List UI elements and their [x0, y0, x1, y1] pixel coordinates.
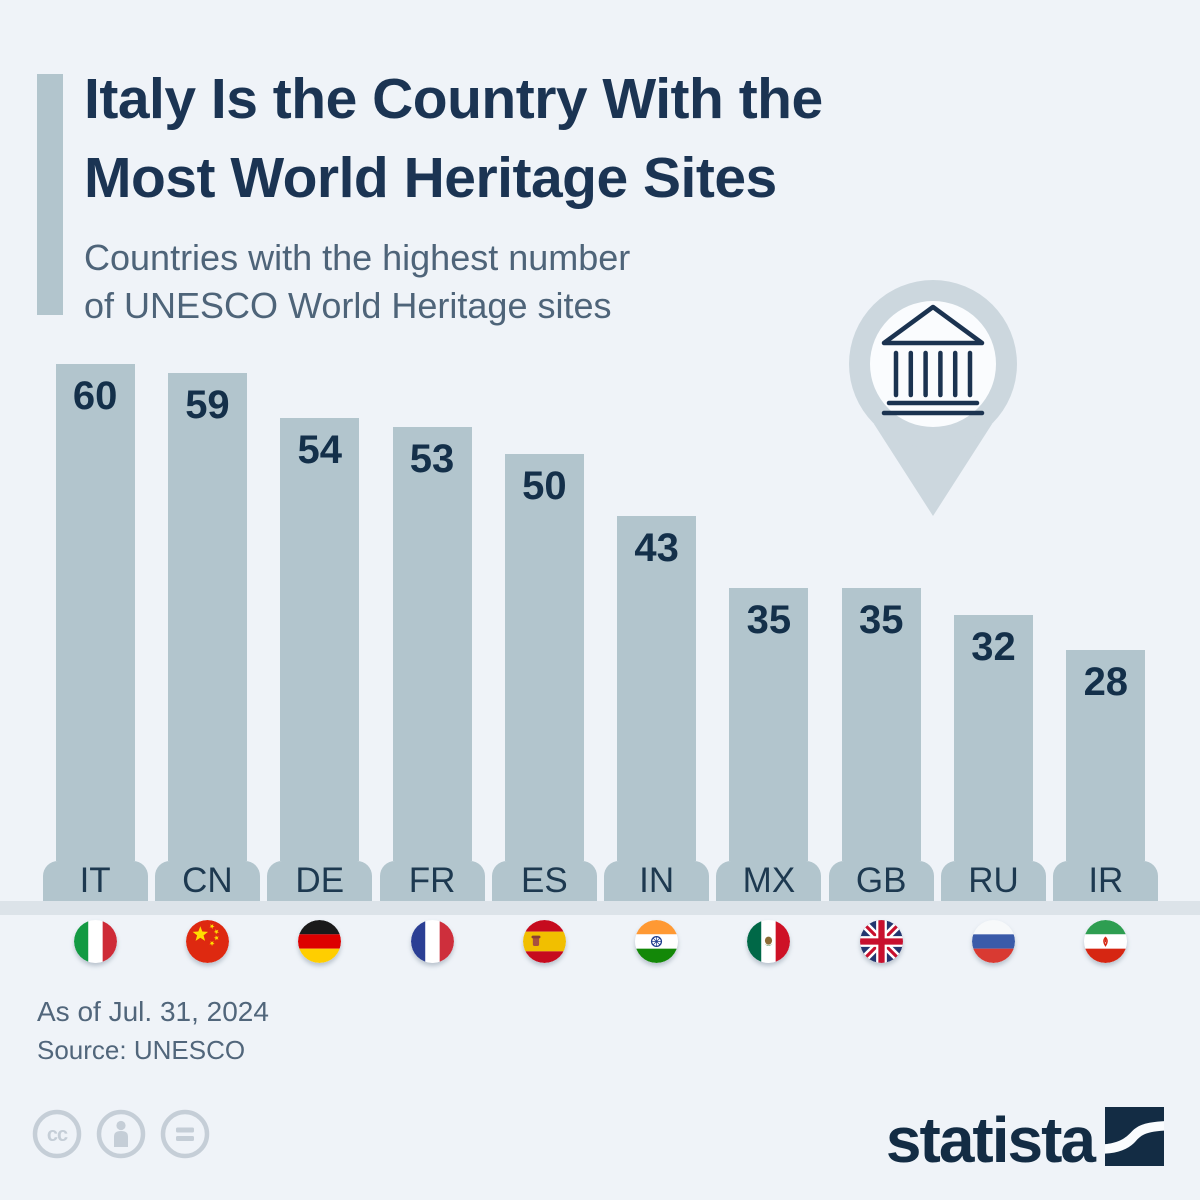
india-flag-icon [635, 920, 679, 963]
country-code-label: DE [295, 861, 345, 900]
country-code-label: MX [742, 861, 796, 900]
heritage-site-pin-icon [848, 276, 1018, 526]
country-code-label: GB [855, 861, 907, 900]
subtitle-line-1: Countries with the highest number [84, 237, 631, 278]
bar-column-DE: 54 DE [264, 418, 376, 901]
cc-icon: cc [32, 1109, 82, 1159]
as-of-date: As of Jul. 31, 2024 [37, 996, 269, 1027]
flag-cell-ES [488, 920, 600, 963]
subtitle-line-2: of UNESCO World Heritage sites [84, 285, 612, 326]
statista-logo: statista [885, 1103, 1164, 1176]
bar-value-label: 59 [185, 383, 230, 427]
svg-text:cc: cc [47, 1124, 68, 1146]
bar-pedestal-GB: GB [828, 861, 934, 901]
flag-cell-CN [151, 920, 263, 963]
country-code-label: IN [639, 861, 675, 900]
page-title: Italy Is the Country With the Most World… [84, 60, 823, 218]
country-code-label: FR [408, 861, 456, 900]
statista-swoosh-icon [1105, 1107, 1164, 1166]
bar-column-IN: 43 IN [600, 516, 712, 901]
germany-flag-icon [298, 920, 342, 963]
bar-column-IT: 60 IT [39, 364, 151, 901]
cc-license-icons: cc [31, 1108, 211, 1160]
bar-column-GB: 35 GB [825, 588, 937, 901]
flag-cell-DE [264, 920, 376, 963]
bar-pedestal-RU: RU [941, 861, 1047, 901]
bar-MX: 35 [729, 588, 809, 861]
bar-column-MX: 35 MX [713, 588, 825, 901]
flag-cell-IN [600, 920, 712, 963]
bar-value-label: 53 [409, 437, 455, 481]
flag-cell-IR [1050, 920, 1162, 963]
bar-value-label: 28 [1083, 660, 1129, 704]
country-code-label: CN [182, 861, 233, 900]
bar-column-RU: 32 RU [937, 615, 1049, 901]
flag-row [39, 920, 1162, 963]
bar-value-label: 35 [746, 598, 792, 642]
russia-flag-icon [972, 920, 1016, 963]
bar-IN: 43 [617, 516, 697, 861]
country-code-label: ES [520, 861, 568, 900]
bar-FR: 53 [392, 427, 472, 861]
bar-value-label: 35 [858, 598, 904, 642]
bar-column-IR: 28 IR [1050, 650, 1162, 901]
bar-value-label: 43 [634, 526, 679, 570]
bar-value-label: 50 [522, 464, 567, 508]
bar-GB: 35 [841, 588, 921, 861]
bar-pedestal-FR: FR [379, 861, 485, 901]
flag-cell-FR [376, 920, 488, 963]
flag-cell-GB [825, 920, 937, 963]
bar-RU: 32 [954, 615, 1034, 861]
country-code-label: IR [1088, 861, 1124, 900]
bar-pedestal-IN: IN [604, 861, 710, 901]
bar-DE: 54 [280, 418, 360, 861]
bar-value-label: 54 [297, 428, 342, 472]
bar-pedestal-MX: MX [716, 861, 822, 901]
bar-CN: 59 [167, 373, 247, 861]
france-flag-icon [410, 920, 454, 963]
bar-value-label: 60 [72, 374, 118, 418]
flag-cell-RU [937, 920, 1049, 963]
attribution-person-icon [96, 1109, 146, 1159]
bar-ES: 50 [504, 454, 584, 861]
country-code-label: IT [79, 861, 111, 900]
title-line-2: Most World Heritage Sites [84, 146, 777, 210]
uk-flag-icon [859, 920, 903, 963]
iran-flag-icon [1084, 920, 1128, 963]
subtitle: Countries with the highest number of UNE… [84, 234, 630, 330]
bar-pedestal-DE: DE [267, 861, 373, 901]
bar-value-label: 32 [971, 625, 1016, 669]
bar-IR: 28 [1066, 650, 1146, 861]
source-note: Source: UNESCO [37, 1035, 246, 1065]
spain-flag-icon [522, 920, 566, 963]
bar-column-CN: 59 CN [151, 373, 263, 901]
flag-cell-MX [713, 920, 825, 963]
no-derivatives-equals-icon [160, 1109, 210, 1159]
chart-baseline-band [0, 901, 1200, 915]
china-flag-icon [185, 920, 229, 963]
country-code-label: RU [968, 861, 1019, 900]
temple-icon [881, 304, 985, 416]
bar-column-FR: 53 FR [376, 427, 488, 901]
bar-column-ES: 50 ES [488, 454, 600, 901]
italy-flag-icon [73, 920, 117, 963]
title-line-1: Italy Is the Country With the [84, 67, 823, 131]
bar-chart: 60 IT 59 CN 54 DE 53 FR 50 ES 43 IN 35 MX 35 GB 32 RU 28 IR [39, 0, 1162, 901]
mexico-flag-icon [747, 920, 791, 963]
bar-pedestal-IT: IT [42, 861, 148, 901]
bar-pedestal-IR: IR [1053, 861, 1159, 901]
statista-wordmark: statista [885, 1103, 1096, 1176]
flag-cell-IT [39, 920, 151, 963]
title-accent-bar [37, 74, 63, 315]
bar-IT: 60 [55, 364, 135, 861]
bar-pedestal-CN: CN [154, 861, 260, 901]
bar-pedestal-ES: ES [491, 861, 597, 901]
